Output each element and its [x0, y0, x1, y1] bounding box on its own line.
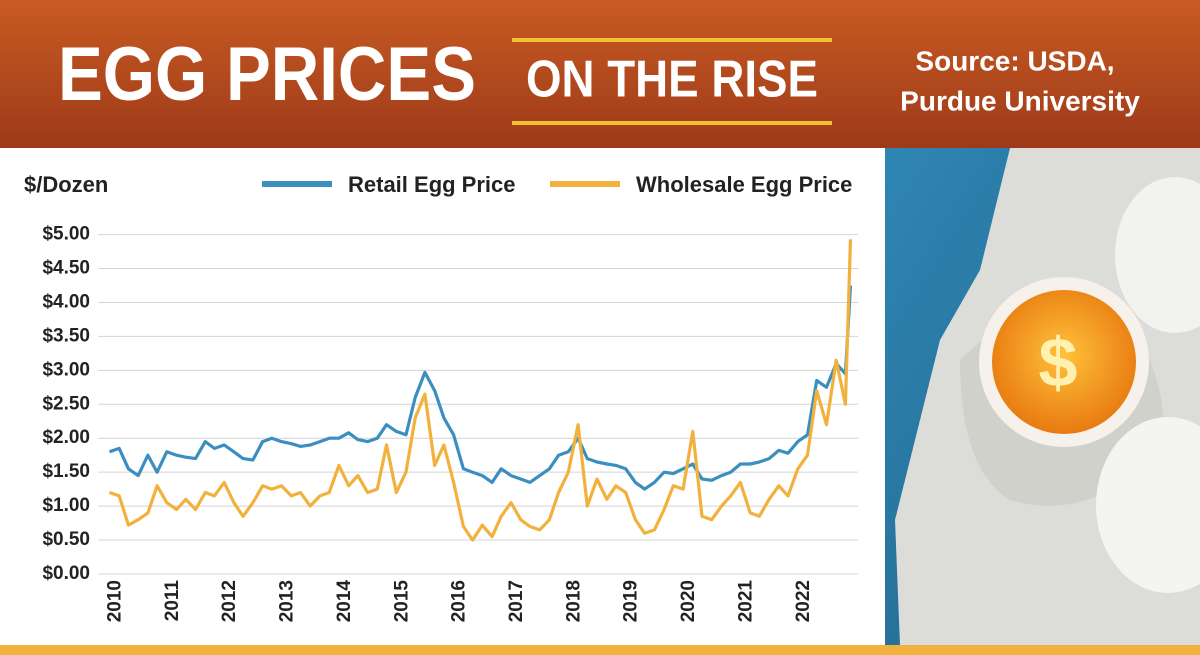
- plot: $0.00 $0.50 $1.00 $1.50 $2.00 $2.50 $3.00 $3.50…: [42, 172, 858, 622]
- egg: [1096, 417, 1200, 593]
- x-tick-label: 2022: [793, 580, 814, 622]
- series-line: [108, 239, 853, 542]
- y-tick-label: $5.00: [42, 224, 90, 245]
- y-tick-label: $4.50: [42, 258, 90, 279]
- x-tick-label: 2015: [391, 580, 412, 623]
- chart-panel: [0, 148, 885, 645]
- x-tick-label: 2012: [219, 580, 240, 622]
- subtitle: ON THE RISE: [526, 51, 818, 109]
- title: EGG PRICES: [58, 32, 476, 117]
- x-tick-label: 2018: [563, 580, 584, 622]
- y-tick-label: $0.00: [42, 563, 90, 584]
- x-tick-label: 2010: [104, 580, 125, 622]
- y-tick-label: $1.00: [42, 495, 90, 516]
- legend-label: Wholesale Egg Price: [636, 172, 852, 197]
- x-tick-label: 2020: [678, 580, 699, 622]
- y-tick-label: $3.50: [42, 325, 90, 346]
- egg: [1115, 177, 1200, 333]
- y-tick-label: $2.50: [42, 393, 90, 414]
- x-tick-label: 2011: [162, 580, 183, 622]
- source: Source: USDA,: [915, 45, 1114, 76]
- yolk: [992, 290, 1136, 434]
- source: Purdue University: [900, 85, 1140, 116]
- x-tick-label: 2017: [506, 580, 527, 622]
- x-tick-label: 2021: [735, 580, 756, 623]
- x-tick-label: 2019: [621, 580, 642, 622]
- x-tick-label: 2014: [334, 580, 355, 623]
- series-line: [108, 285, 853, 491]
- legend-label: Retail Egg Price: [348, 172, 516, 197]
- dollar-sign: $: [1039, 323, 1078, 401]
- x-tick-label: 2013: [277, 580, 298, 622]
- y-tick-label: $2.00: [42, 427, 90, 448]
- footer-band: [0, 645, 1200, 655]
- y-tick-label: $0.50: [42, 529, 90, 550]
- y-tick-label: $1.50: [42, 461, 90, 482]
- y-tick-label: $4.00: [42, 291, 90, 312]
- x-tick-label: 2016: [449, 580, 470, 622]
- y-axis-title: $/Dozen: [24, 172, 108, 197]
- y-tick-label: $3.00: [42, 359, 90, 380]
